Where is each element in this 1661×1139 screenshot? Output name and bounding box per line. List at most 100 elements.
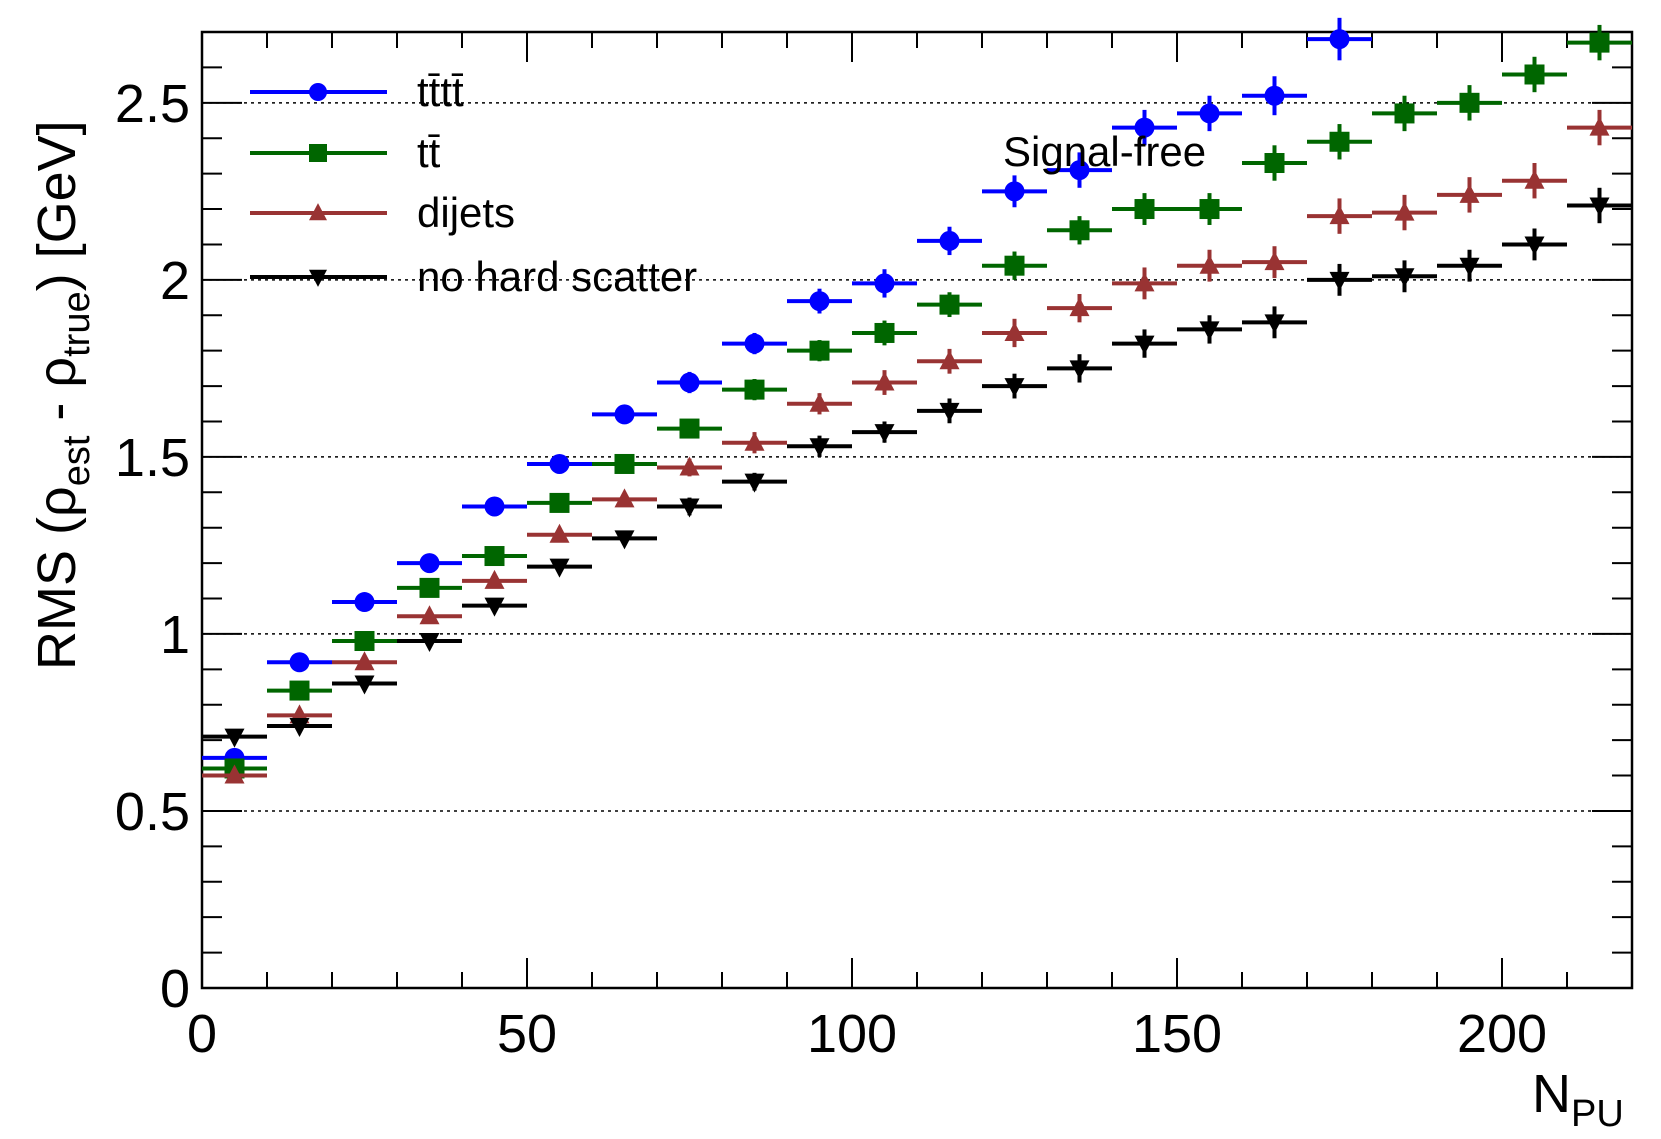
marker-triangle-up — [1524, 169, 1545, 189]
data-point — [527, 492, 592, 513]
marker-triangle-up — [419, 605, 440, 625]
marker-triangle-up — [224, 764, 245, 784]
grid-lines — [202, 102, 1632, 812]
x-tick-label: 150 — [1132, 1004, 1222, 1064]
marker-triangle-down — [1069, 360, 1090, 380]
marker-square — [354, 631, 375, 652]
data-point — [1112, 267, 1177, 300]
data-point — [1502, 228, 1567, 261]
data-point — [657, 418, 722, 439]
data-point — [1242, 145, 1307, 181]
data-point — [1437, 177, 1502, 213]
data-point — [1242, 306, 1307, 339]
data-point — [397, 577, 462, 598]
marker-triangle-down — [224, 728, 245, 748]
annotation-signal-free: Signal-free — [1003, 128, 1206, 175]
data-point — [1177, 193, 1242, 225]
marker-triangle-up — [484, 569, 505, 589]
marker-triangle-up — [1264, 251, 1285, 271]
marker-triangle-up — [1394, 201, 1415, 221]
marker-circle — [874, 273, 895, 294]
data-point — [1307, 263, 1372, 296]
marker-triangle-up — [1589, 116, 1610, 136]
data-point — [787, 392, 852, 415]
marker-square — [1394, 103, 1415, 124]
data-point — [722, 472, 787, 493]
marker-triangle-down — [1004, 378, 1025, 398]
marker-triangle-up — [679, 456, 700, 476]
marker-square — [1459, 92, 1480, 113]
marker-triangle-down — [614, 530, 635, 550]
y-axis-label-sub-true: true — [56, 291, 98, 356]
marker-triangle-down — [1134, 335, 1155, 355]
data-point — [1307, 124, 1372, 160]
marker-square — [1589, 32, 1610, 53]
marker-square — [679, 418, 700, 439]
data-point — [592, 530, 657, 550]
data-point — [592, 404, 657, 425]
x-axis-label-main: N — [1532, 1064, 1571, 1124]
data-point — [527, 523, 592, 543]
data-point — [462, 597, 527, 617]
legend-label: tt̄tt̄ — [417, 68, 464, 115]
x-tick-labels: 0 50 100 150 200 — [187, 1004, 1547, 1064]
marker-triangle-down — [809, 438, 830, 458]
marker-circle — [1069, 160, 1090, 181]
data-point — [657, 456, 722, 477]
marker-triangle-down — [1199, 321, 1220, 341]
data-point — [1112, 109, 1177, 146]
marker-triangle-down — [1524, 236, 1545, 256]
marker-circle — [484, 496, 505, 517]
data-point — [852, 370, 917, 395]
marker-square — [419, 577, 440, 598]
marker-circle — [1134, 117, 1155, 138]
marker-square — [309, 144, 327, 162]
y-axis-label-end: ) [GeV] — [27, 120, 87, 291]
data-point — [462, 569, 527, 589]
data-point — [1177, 315, 1242, 344]
y-tick-label: 1.5 — [115, 428, 190, 488]
marker-triangle-down — [679, 498, 700, 518]
data-point — [1502, 56, 1567, 93]
marker-circle — [679, 372, 700, 393]
data-point — [787, 435, 852, 458]
data-point — [1307, 198, 1372, 234]
marker-triangle-up — [1329, 205, 1350, 225]
marker-triangle-down — [874, 424, 895, 444]
marker-triangle-down — [309, 269, 327, 287]
marker-circle — [1199, 103, 1220, 124]
data-point — [592, 488, 657, 508]
data-point — [1502, 163, 1567, 199]
y-tick-label: 2 — [160, 251, 190, 311]
x-tick-label: 200 — [1457, 1004, 1547, 1064]
data-point — [1047, 294, 1112, 323]
data-point — [1567, 187, 1632, 224]
data-point — [1372, 260, 1437, 293]
legend-label: no hard scatter — [417, 253, 697, 300]
marker-circle — [809, 291, 830, 312]
data-point — [722, 431, 787, 454]
marker-triangle-up — [614, 488, 635, 508]
y-tick-labels: 0 0.5 1 1.5 2 2.5 — [115, 74, 190, 1019]
data-point — [1112, 193, 1177, 225]
data-point — [267, 717, 332, 737]
data-point — [267, 680, 332, 701]
y-axis-label: RMS (ρest - ρtrue) [GeV] — [27, 120, 98, 670]
marker-circle — [1004, 181, 1025, 202]
data-point — [852, 421, 917, 444]
marker-circle — [939, 230, 960, 251]
series-1 — [202, 24, 1632, 779]
marker-circle — [744, 333, 765, 354]
marker-triangle-down — [1264, 314, 1285, 334]
marker-triangle-down — [549, 558, 570, 578]
marker-circle — [354, 592, 375, 613]
data-point — [1047, 152, 1112, 188]
marker-triangle-down — [1589, 197, 1610, 217]
marker-triangle-up — [874, 371, 895, 391]
marker-triangle-up — [549, 523, 570, 543]
marker-triangle-up — [744, 431, 765, 451]
x-tick-label: 0 — [187, 1004, 217, 1064]
series-0 — [202, 17, 1372, 768]
data-point — [787, 340, 852, 362]
